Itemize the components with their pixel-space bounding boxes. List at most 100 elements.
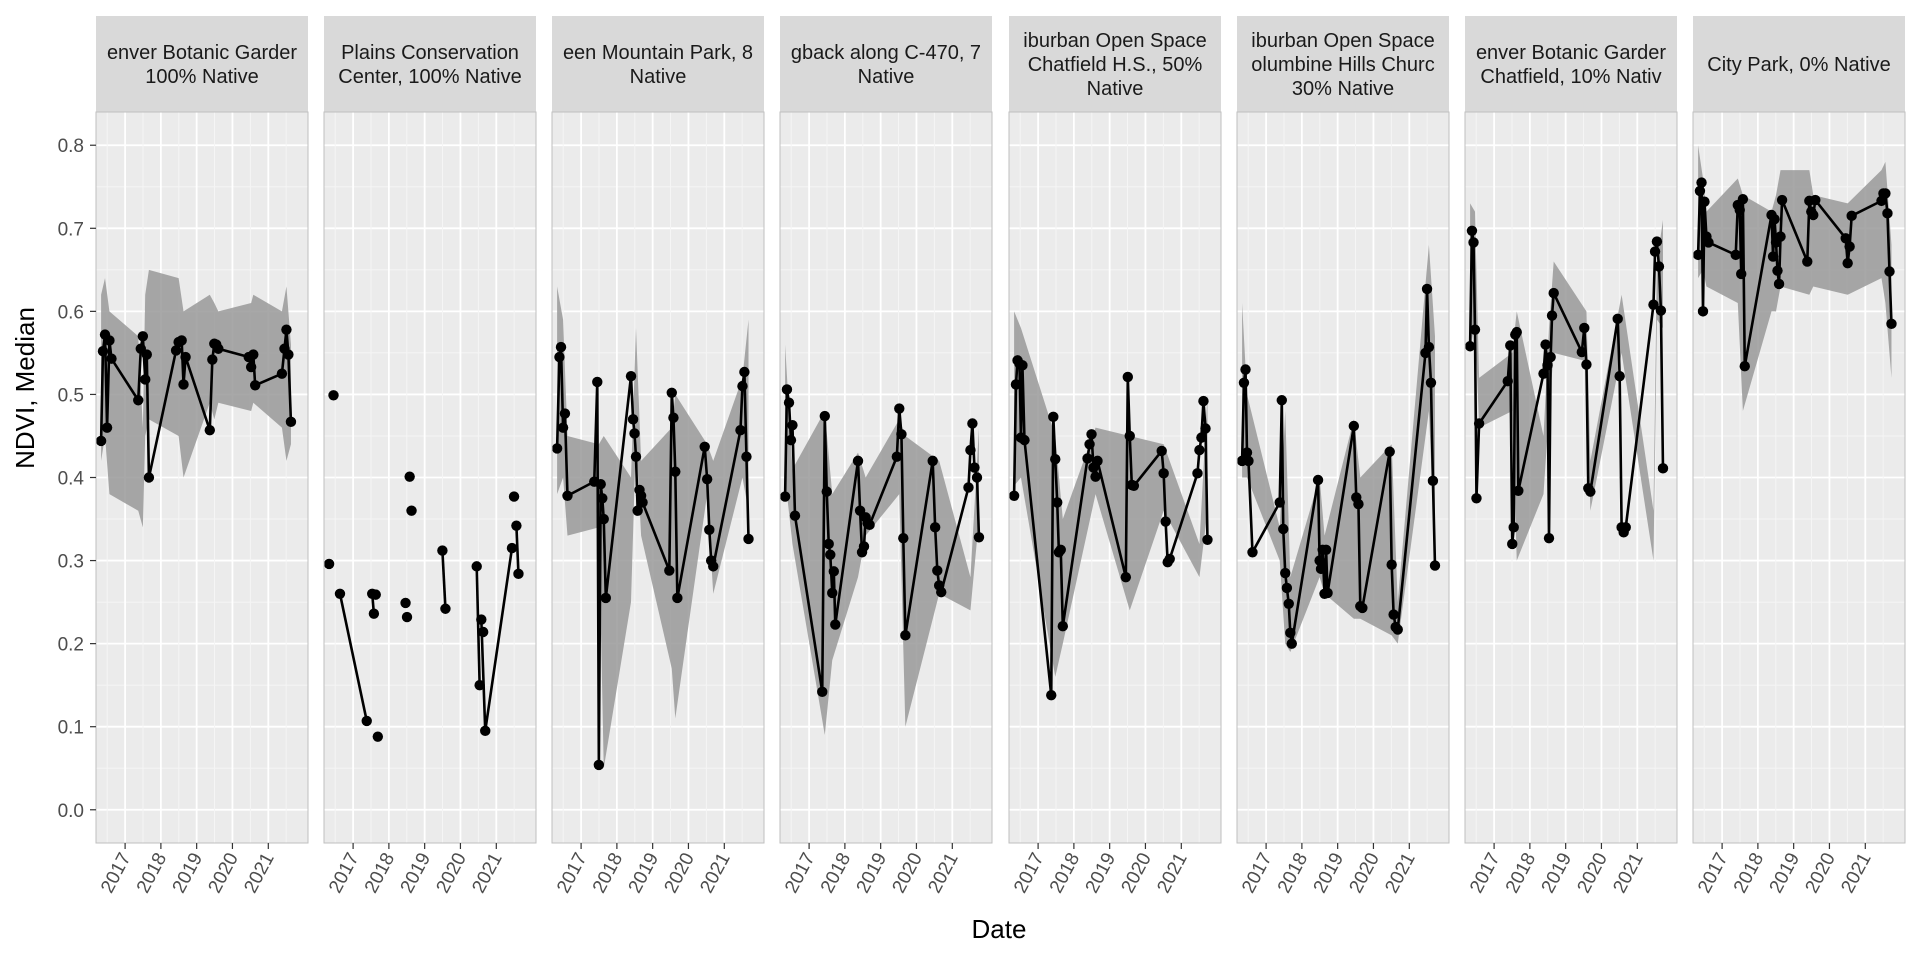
facet-title-line: Chatfield H.S., 50% (1028, 54, 1203, 76)
data-point (281, 324, 292, 335)
data-point (1158, 468, 1169, 479)
data-point (178, 379, 189, 390)
data-point (1388, 609, 1399, 620)
x-tick-label: 2018 (361, 849, 399, 896)
data-point (328, 390, 339, 401)
data-point (1238, 377, 1250, 389)
x-tick-label: 2020 (1345, 849, 1383, 896)
data-point (629, 428, 640, 439)
data-point (852, 455, 864, 467)
data-point (598, 513, 609, 525)
data-point (508, 491, 520, 502)
series-line (1468, 229, 1665, 546)
data-point (1840, 233, 1851, 244)
series-line-segment (475, 566, 481, 686)
data-point (1315, 563, 1327, 575)
data-point (506, 542, 518, 554)
data-point (1357, 602, 1368, 614)
x-tick-label: 2017 (1010, 849, 1048, 896)
data-point (969, 462, 980, 473)
data-point (1240, 364, 1251, 375)
data-point (1543, 532, 1555, 544)
data-point (595, 478, 606, 490)
data-point (204, 424, 215, 436)
x-tick-label: 2021 (1153, 849, 1191, 896)
data-point (737, 380, 748, 392)
y-axis: 0.0 0.1 0.2 0.3 0.4 0.5 0.6 0.7 0.8 (58, 136, 96, 822)
data-point (141, 349, 152, 360)
data-point (1546, 310, 1558, 321)
data-point (1585, 486, 1596, 497)
data-point (1737, 194, 1749, 205)
data-point (593, 759, 605, 771)
data-point (1810, 194, 1821, 206)
x-tick-label: 2018 (133, 849, 171, 896)
data-point (180, 351, 191, 363)
data-point (735, 424, 746, 436)
data-point (1312, 474, 1324, 486)
data-point (1469, 324, 1481, 335)
data-point (971, 472, 983, 483)
data-point (249, 380, 261, 391)
x-tick-label: 2019 (853, 849, 891, 896)
series-line-segment (338, 593, 369, 722)
data-point (1057, 620, 1069, 632)
x-tick-label: 2020 (204, 849, 242, 896)
data-point (973, 532, 985, 543)
facet-title-line: een Mountain Park, 8 (563, 42, 753, 64)
data-point (858, 541, 870, 552)
data-point (1202, 534, 1213, 546)
data-point (95, 435, 107, 447)
data-point (1008, 490, 1020, 501)
data-point (368, 608, 380, 619)
y-tick-label: 0.3 (58, 552, 84, 573)
confidence-band (785, 344, 979, 736)
data-point (963, 482, 974, 493)
data-point (1545, 351, 1556, 363)
y-tick-label: 0.7 (58, 219, 84, 240)
x-tick-label: 2021 (240, 849, 278, 896)
data-point (1198, 395, 1209, 407)
data-point (823, 538, 834, 550)
data-point (285, 416, 297, 428)
data-point (741, 451, 752, 462)
x-tick-label: 2020 (660, 849, 698, 896)
data-point (1502, 375, 1513, 387)
data-point (133, 395, 144, 406)
data-point (783, 397, 795, 408)
data-point (967, 418, 978, 429)
data-point (1884, 266, 1895, 277)
facet-strip (324, 16, 536, 112)
data-point (1703, 237, 1714, 248)
x-tick-label: 2017 (553, 849, 591, 896)
data-point (896, 429, 907, 440)
data-point (1353, 498, 1364, 510)
x-tick-label: 2017 (325, 849, 363, 896)
x-tick-label: 2021 (468, 849, 506, 896)
facet-title-line: City Park, 0% Native (1707, 54, 1890, 76)
confidence-band (101, 269, 291, 528)
facet-title-line: enver Botanic Garder (107, 42, 297, 64)
data-point (471, 561, 482, 572)
facet-title-line: Native (1087, 78, 1144, 100)
data-point (1808, 209, 1819, 221)
data-point (1055, 544, 1066, 555)
panel-border (323, 111, 537, 844)
panel-border (1464, 111, 1678, 844)
data-point (1156, 445, 1167, 457)
data-point (101, 422, 113, 433)
data-point (1614, 370, 1625, 382)
facet-strip (552, 16, 764, 112)
data-point (817, 686, 828, 698)
data-point (1473, 418, 1485, 429)
data-point (630, 451, 642, 462)
data-point (894, 403, 905, 414)
x-tick-label: 2017 (781, 849, 819, 896)
data-point (670, 466, 681, 477)
data-point (789, 510, 801, 521)
